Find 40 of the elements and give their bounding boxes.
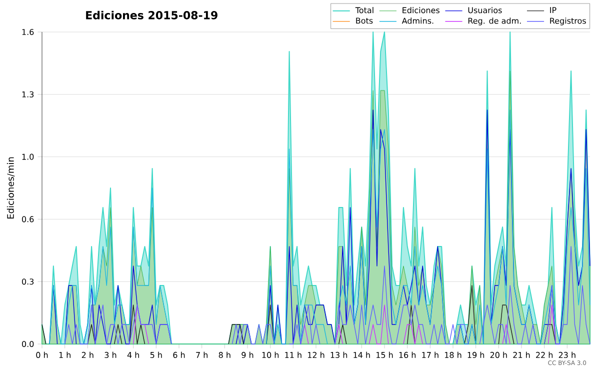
x-tick-label: 4 h bbox=[127, 352, 139, 358]
x-tick-label: 18 h bbox=[444, 352, 462, 358]
x-tick-label: 2 h bbox=[82, 352, 94, 358]
x-tick-label: 16 h bbox=[399, 352, 416, 358]
x-tick-label: 5 h bbox=[150, 352, 162, 358]
y-tick-label: 0.6 bbox=[22, 216, 34, 222]
x-tick-label: 9 h bbox=[242, 352, 254, 358]
legend-label: IP bbox=[550, 7, 556, 13]
legend-label: Ediciones bbox=[402, 7, 440, 14]
chart-title: Ediciones 2015-08-19 bbox=[86, 10, 218, 20]
y-axis-title: Ediciones/min bbox=[6, 157, 15, 219]
x-tick-label: 15 h bbox=[376, 352, 393, 358]
x-tick-label: 0 h bbox=[36, 352, 48, 358]
y-tick-label: 1.6 bbox=[22, 28, 34, 36]
legend-label: Bots bbox=[356, 18, 373, 24]
legend-label: Admins. bbox=[402, 18, 434, 24]
x-tick-label: 1 h bbox=[59, 352, 70, 358]
x-tick-label: 10 h bbox=[262, 352, 279, 358]
x-tick-label: 21 h bbox=[513, 352, 530, 358]
x-tick-label: 12 h bbox=[308, 352, 324, 358]
y-tick-label: 1.3 bbox=[22, 91, 34, 98]
x-tick-label: 3 h bbox=[104, 352, 116, 358]
legend-label: Registros bbox=[550, 18, 586, 26]
x-tick-label: 23 h bbox=[558, 352, 576, 358]
legend-label: Usuarios bbox=[468, 7, 502, 14]
y-tick-label: 1.0 bbox=[22, 154, 34, 160]
x-tick-label: 20 h bbox=[490, 352, 507, 358]
x-tick-label: 13 h bbox=[330, 352, 348, 358]
x-tick-label: 7 h bbox=[196, 352, 208, 358]
y-tick-label: 0.3 bbox=[22, 278, 34, 285]
x-tick-label: 14 h bbox=[354, 352, 370, 358]
x-tick-label: 17 h bbox=[422, 352, 438, 358]
x-tick-label: 6 h bbox=[173, 352, 185, 358]
x-tick-label: 22 h bbox=[536, 352, 553, 358]
legend-label: Reg. de adm. bbox=[468, 18, 521, 26]
x-tick-label: 8 h bbox=[218, 352, 230, 358]
x-tick-label: 19 h bbox=[468, 352, 484, 358]
legend-label: Total bbox=[355, 7, 374, 14]
x-tick-label: 11 h bbox=[285, 352, 302, 358]
y-tick-label: 0.0 bbox=[22, 340, 34, 348]
